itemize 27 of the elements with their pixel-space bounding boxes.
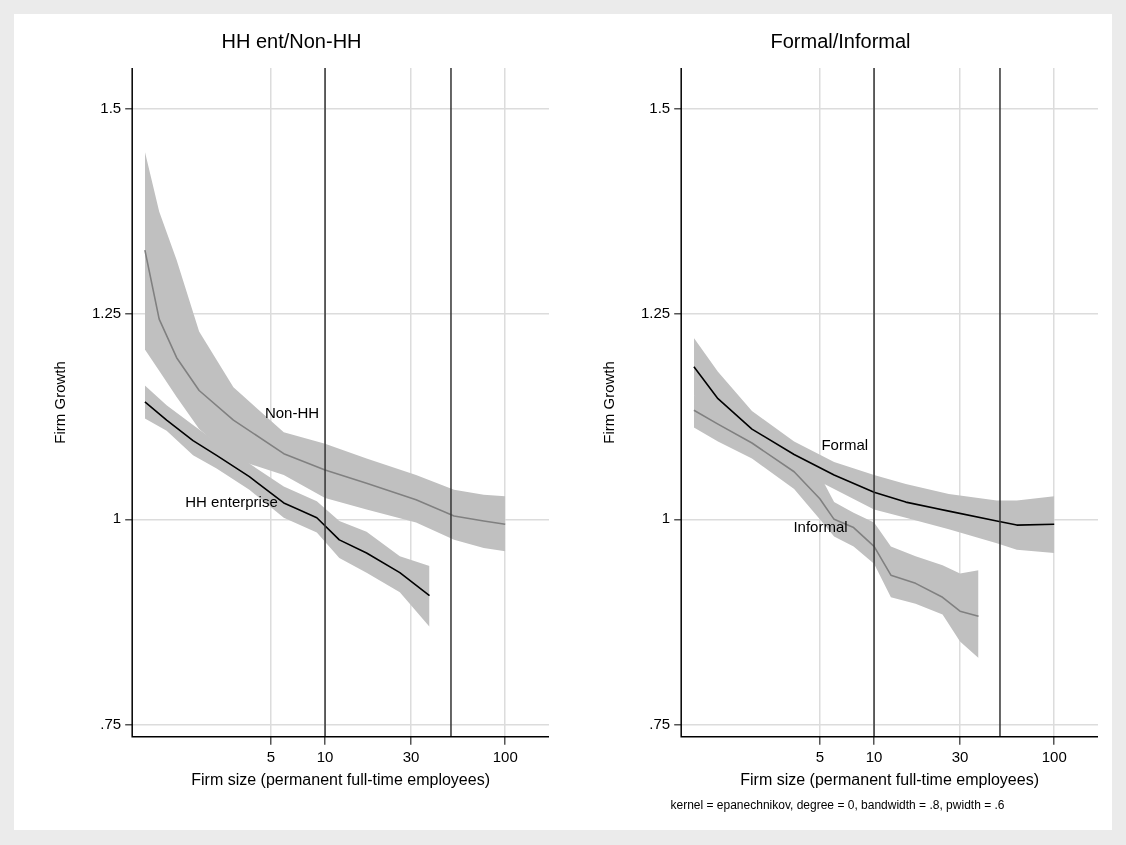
y-tick-label: 1 <box>661 509 671 527</box>
y-tick-label: .75 <box>649 714 671 732</box>
x-tick-label: 100 <box>1041 747 1067 765</box>
x-tick-label: 30 <box>402 747 420 765</box>
x-tick-label: 100 <box>492 747 518 765</box>
y-tick-label: 1 <box>112 509 122 527</box>
y-tick-label: 1.5 <box>100 99 122 117</box>
chart-title: Formal/Informal <box>770 29 911 52</box>
x-tick-label: 10 <box>865 747 883 765</box>
x-axis-title: Firm size (permanent full-time employees) <box>740 770 1039 788</box>
series-label: Informal <box>793 517 848 535</box>
y-axis-title: Firm Growth <box>600 361 618 444</box>
chart-title: HH ent/Non-HH <box>221 29 362 52</box>
x-axis-title: Firm size (permanent full-time employees) <box>191 770 490 788</box>
series-label: Formal <box>821 435 869 453</box>
y-tick-label: .75 <box>100 714 122 732</box>
y-tick-label: 1.25 <box>640 304 671 322</box>
x-tick-label: 10 <box>316 747 334 765</box>
text: kernel = epanechnikov, degree = 0, bandwidth = .8, pwidth = .6 <box>669 798 1006 812</box>
x-tick-label: 5 <box>266 747 275 765</box>
series-label: HH enterprise <box>185 493 278 511</box>
y-axis-title: Firm Growth <box>51 361 69 444</box>
series-label: Non-HH <box>264 404 320 422</box>
x-tick-label: 30 <box>951 747 969 765</box>
x-tick-label: 5 <box>815 747 824 765</box>
y-tick-label: 1.25 <box>91 304 122 322</box>
y-tick-label: 1.5 <box>649 99 671 117</box>
